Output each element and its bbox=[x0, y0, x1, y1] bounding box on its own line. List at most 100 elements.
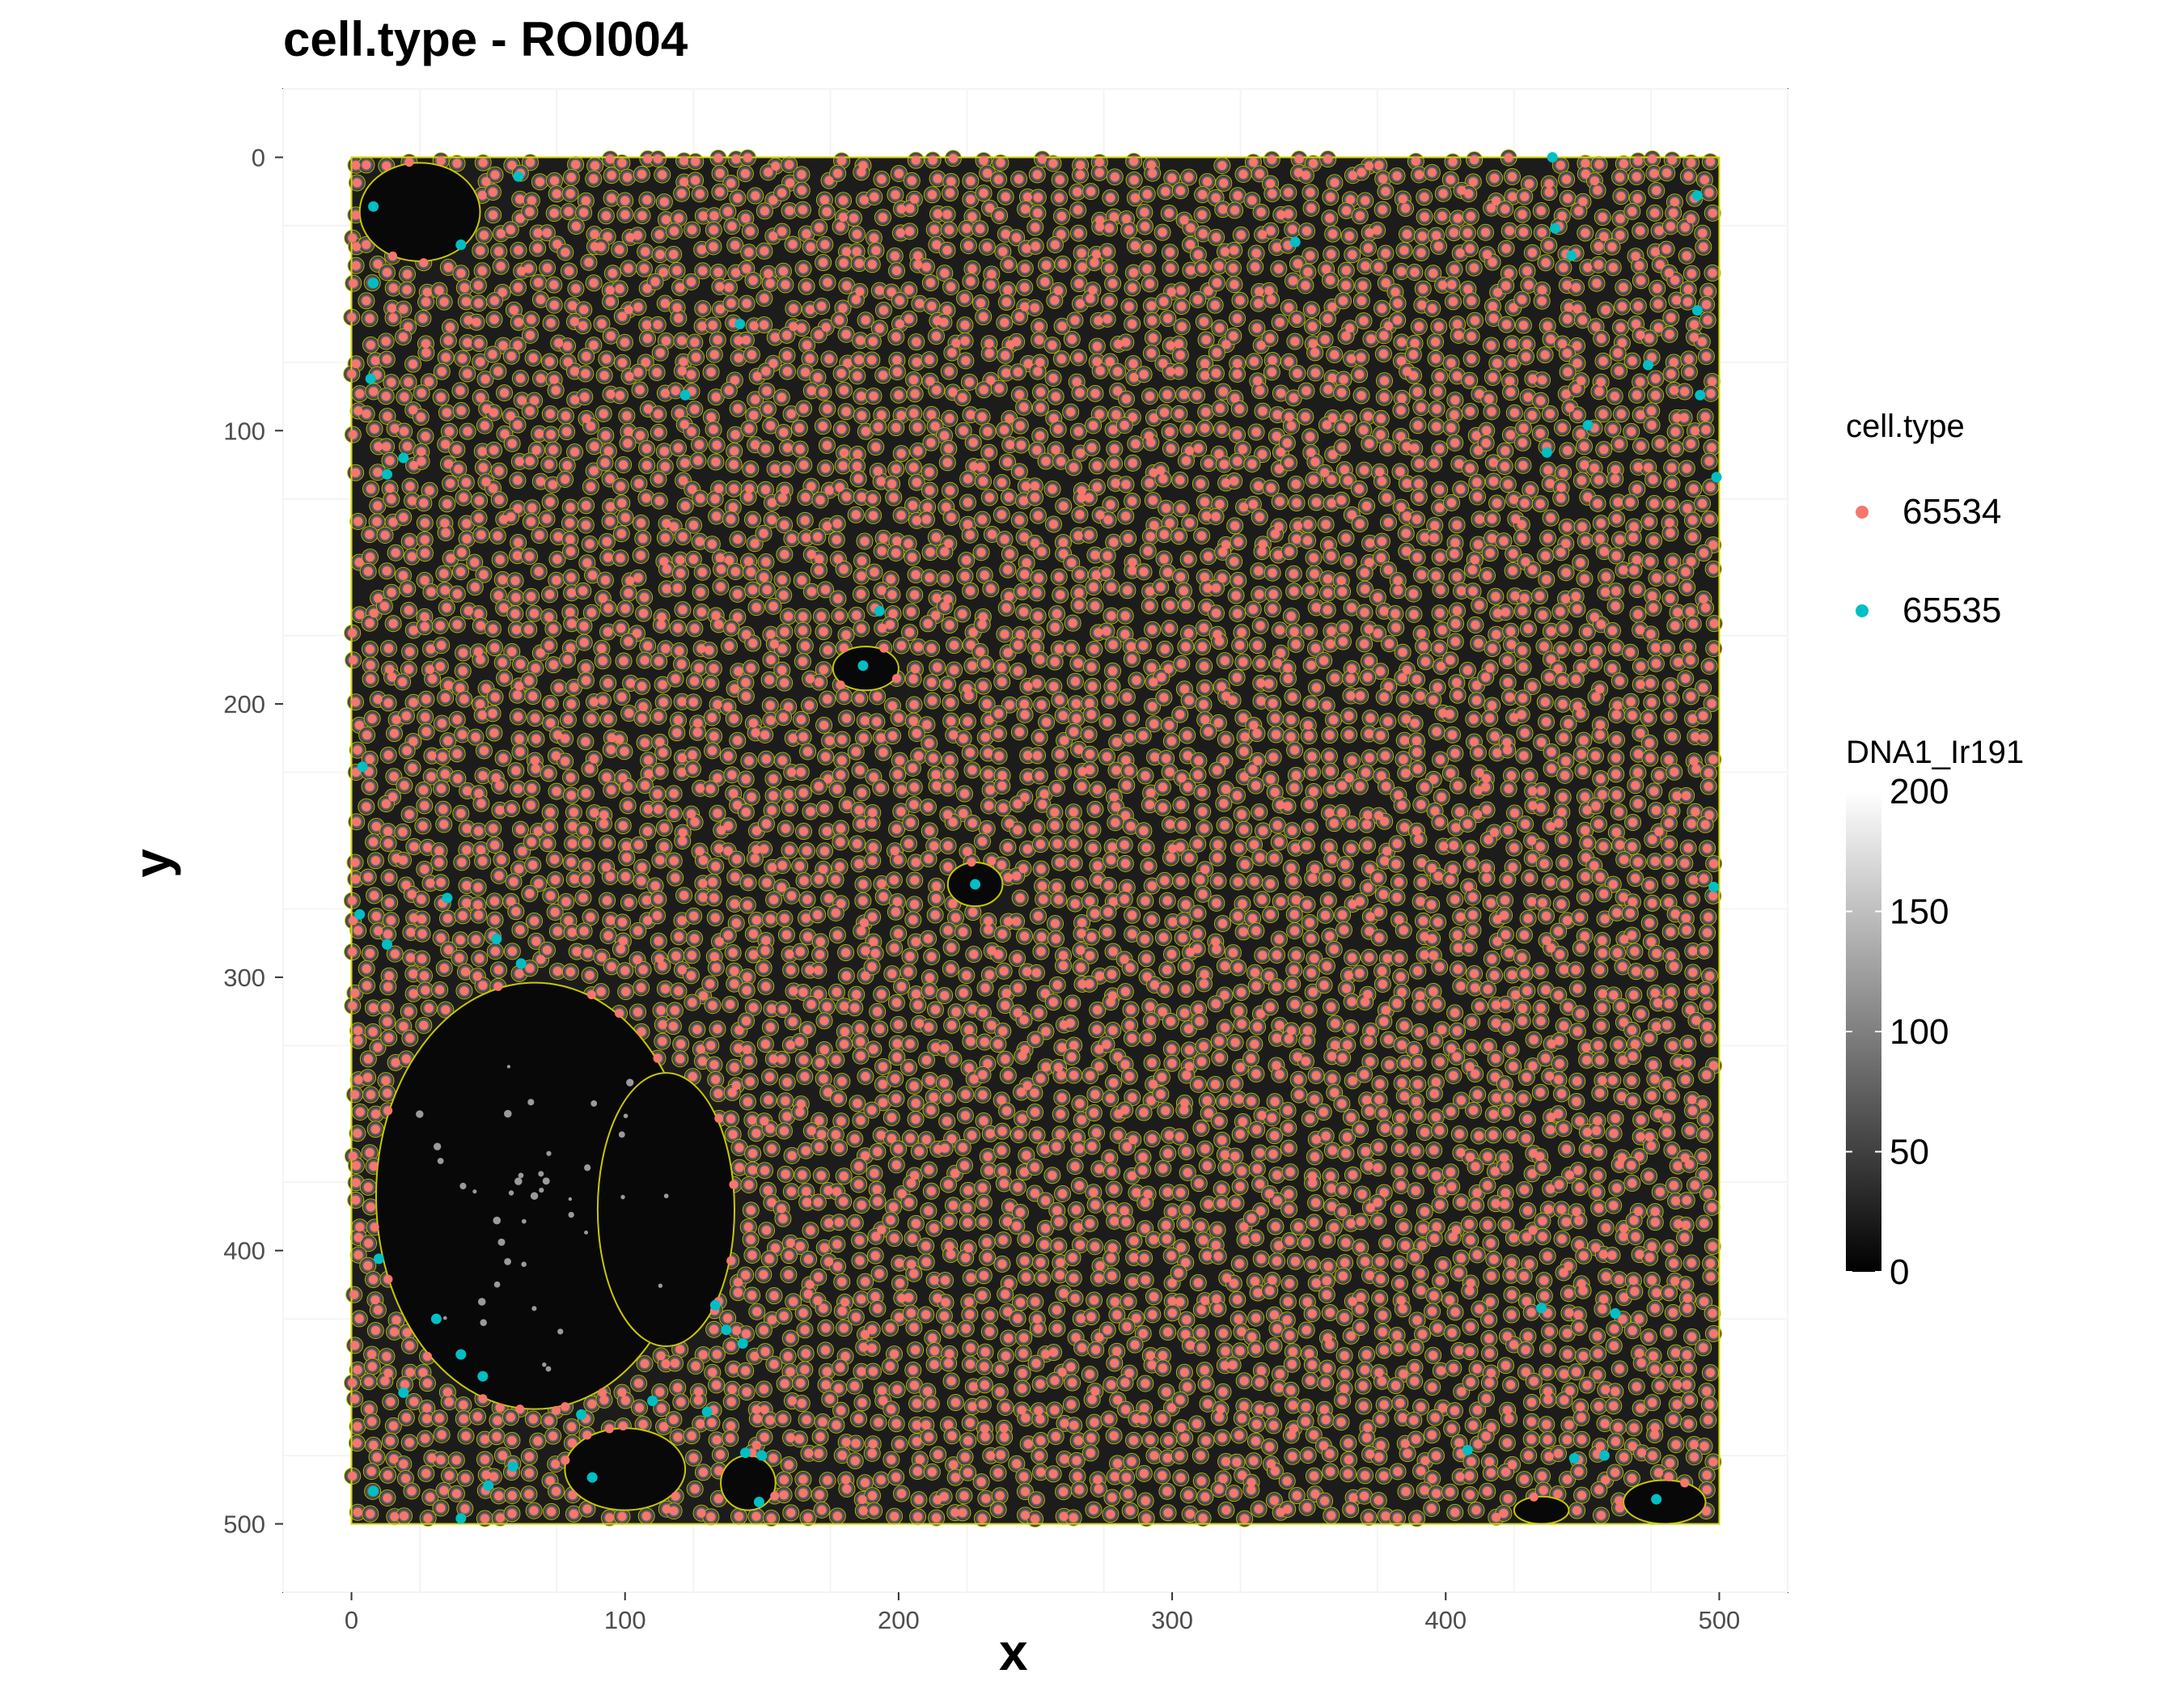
point-65534 bbox=[1598, 356, 1608, 366]
point-65534 bbox=[760, 1166, 770, 1176]
point-65534 bbox=[582, 1430, 592, 1440]
point-65534 bbox=[1481, 782, 1491, 792]
point-65534 bbox=[596, 242, 606, 252]
point-65534 bbox=[1142, 972, 1152, 981]
point-65534 bbox=[1050, 1375, 1060, 1385]
point-65534 bbox=[399, 512, 408, 522]
point-65534 bbox=[1594, 1349, 1603, 1358]
point-65534 bbox=[1427, 863, 1437, 873]
point-65534 bbox=[525, 552, 535, 561]
point-65534 bbox=[1202, 511, 1212, 521]
point-65534 bbox=[857, 392, 866, 401]
point-65534 bbox=[1594, 1171, 1603, 1180]
point-65534 bbox=[929, 753, 938, 763]
point-65534 bbox=[1483, 1220, 1492, 1230]
point-65534 bbox=[1107, 1380, 1116, 1390]
point-65534 bbox=[1520, 192, 1530, 201]
point-65534 bbox=[1500, 1162, 1509, 1172]
point-65534 bbox=[616, 944, 625, 954]
point-65534 bbox=[1393, 316, 1403, 325]
point-65534 bbox=[1067, 334, 1077, 344]
point-65534 bbox=[417, 388, 426, 398]
point-65534 bbox=[1416, 1269, 1425, 1278]
point-65534 bbox=[1662, 1080, 1672, 1090]
point-65534 bbox=[513, 784, 523, 794]
point-65534 bbox=[921, 1310, 931, 1320]
point-65534 bbox=[1701, 352, 1711, 362]
point-65534 bbox=[422, 1404, 432, 1413]
point-65534 bbox=[1689, 484, 1699, 494]
point-65534 bbox=[1504, 1093, 1513, 1103]
point-65534 bbox=[870, 1292, 880, 1302]
point-65534 bbox=[1432, 1222, 1441, 1231]
point-65534 bbox=[925, 485, 934, 495]
point-65534 bbox=[1682, 1303, 1692, 1313]
point-65534 bbox=[388, 517, 398, 527]
point-65534 bbox=[1607, 242, 1617, 252]
point-65534 bbox=[1361, 1146, 1370, 1156]
point-65534 bbox=[1233, 191, 1242, 201]
point-65534 bbox=[561, 897, 571, 907]
point-65534 bbox=[494, 247, 504, 256]
point-65534 bbox=[1120, 1060, 1130, 1070]
point-65534 bbox=[1158, 1163, 1168, 1173]
point-65534 bbox=[943, 1093, 953, 1103]
point-65534 bbox=[868, 494, 878, 503]
point-65534 bbox=[1522, 1073, 1531, 1083]
point-65534 bbox=[585, 539, 595, 549]
point-65534 bbox=[1619, 934, 1629, 944]
point-65534 bbox=[565, 608, 575, 617]
point-65534 bbox=[422, 287, 432, 297]
point-65534 bbox=[476, 357, 485, 366]
point-65534 bbox=[499, 603, 509, 612]
point-65534 bbox=[779, 428, 789, 438]
point-65534 bbox=[841, 971, 851, 981]
point-65534 bbox=[1599, 231, 1609, 241]
point-65534 bbox=[1619, 1018, 1628, 1027]
point-65534 bbox=[1035, 431, 1045, 441]
point-65534 bbox=[1481, 439, 1491, 448]
point-65534 bbox=[383, 643, 393, 653]
point-65534 bbox=[959, 808, 968, 818]
point-65534 bbox=[353, 406, 363, 416]
point-65534 bbox=[692, 1025, 702, 1034]
point-65534 bbox=[423, 1351, 433, 1361]
point-65534 bbox=[1272, 1033, 1282, 1043]
point-65534 bbox=[1348, 1170, 1357, 1180]
point-65534 bbox=[1629, 566, 1639, 575]
point-65534 bbox=[404, 536, 414, 546]
point-65534 bbox=[1485, 1297, 1495, 1307]
point-65534 bbox=[976, 299, 985, 308]
point-65534 bbox=[1411, 1342, 1420, 1352]
point-65534 bbox=[1139, 567, 1149, 577]
point-65534 bbox=[1610, 601, 1620, 611]
point-65534 bbox=[1466, 1377, 1475, 1387]
point-65534 bbox=[544, 1416, 554, 1426]
point-65534 bbox=[370, 891, 379, 900]
point-65534 bbox=[709, 1060, 719, 1070]
point-65534 bbox=[563, 655, 573, 664]
point-65534 bbox=[921, 515, 931, 524]
point-65534 bbox=[1545, 1327, 1555, 1337]
point-65534 bbox=[960, 294, 970, 303]
point-65534 bbox=[1165, 600, 1175, 610]
point-65534 bbox=[1323, 574, 1333, 584]
point-65534 bbox=[441, 439, 451, 449]
point-65534 bbox=[546, 718, 556, 728]
point-65534 bbox=[1446, 423, 1456, 433]
point-65534 bbox=[1066, 407, 1076, 417]
point-65534 bbox=[458, 911, 468, 921]
point-65534 bbox=[459, 493, 468, 502]
point-65534 bbox=[1596, 774, 1606, 784]
point-65534 bbox=[1268, 1276, 1277, 1286]
point-65534 bbox=[1239, 502, 1249, 512]
point-65534 bbox=[1221, 247, 1230, 256]
point-65534 bbox=[1199, 623, 1208, 633]
point-65534 bbox=[1428, 774, 1438, 784]
point-65534 bbox=[500, 673, 510, 683]
point-65534 bbox=[381, 1002, 391, 1012]
point-65534 bbox=[760, 1432, 769, 1442]
point-65534 bbox=[928, 155, 938, 165]
point-65534 bbox=[1542, 911, 1551, 921]
point-65534 bbox=[1302, 227, 1312, 236]
